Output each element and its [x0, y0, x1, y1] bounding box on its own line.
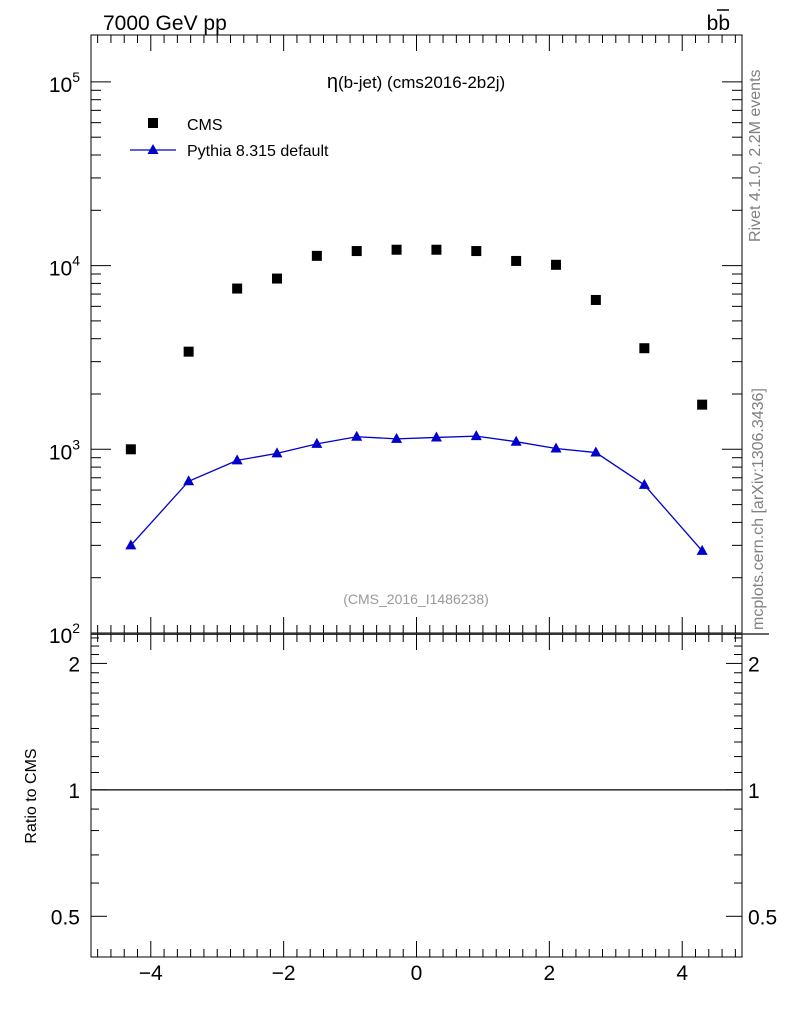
x-tick-label: −2: [272, 962, 296, 985]
pythia-point: [351, 430, 363, 441]
main-plot-ticks: [91, 35, 742, 634]
cms-point: [511, 255, 522, 266]
ratio-y-axis-label: Ratio to CMS: [23, 748, 40, 843]
pythia-point: [391, 432, 403, 443]
ratio-plot-frame: [90, 633, 743, 958]
main-y-tick-label: 103: [49, 436, 80, 464]
main-y-tick-label: 105: [49, 69, 80, 97]
ratio-y-tick-label-right: 2: [748, 653, 760, 676]
main-y-tick-label: 102: [49, 620, 80, 648]
ratio-y-tick-labels: 0.5 0.5 1 1 2 2: [51, 653, 777, 929]
side-label-source: mcplots.cern.ch [arXiv:1306.3436]: [750, 388, 767, 630]
pythia-point: [271, 447, 283, 458]
legend-pythia-label: Pythia 8.315 default: [187, 143, 329, 160]
x-tick-label: −4: [139, 962, 163, 985]
title-symbol: η: [327, 71, 338, 93]
cms-point: [590, 294, 601, 305]
legend-cms-marker: [148, 118, 158, 128]
pythia-point: [183, 475, 195, 486]
cms-point: [391, 244, 402, 255]
plot-title: η(b-jet) (cms2016-2b2j): [327, 71, 505, 93]
pythia-point: [430, 431, 442, 442]
ratio-plot-ticks: [91, 634, 742, 958]
ratio-y-tick-label-left: 1: [68, 780, 80, 803]
pythia-line: [130, 435, 703, 552]
cms-point: [183, 346, 194, 357]
pythia-point: [590, 446, 602, 457]
ratio-y-tick-label-left: 0.5: [51, 906, 80, 929]
x-tick-labels: −4 −2 0 2 4: [139, 962, 689, 985]
cms-point: [551, 259, 561, 270]
cms-point: [639, 343, 650, 354]
x-tick-label: 2: [544, 962, 556, 985]
pythia-point: [550, 442, 562, 453]
main-y-tick-labels: 102 103 104 105: [49, 69, 80, 648]
cms-point: [431, 244, 442, 255]
energy-label: 7000 GeV pp: [103, 12, 227, 35]
ratio-y-tick-label-right: 0.5: [748, 906, 777, 929]
legend-cms-label: CMS: [187, 117, 223, 134]
pythia-point: [638, 478, 650, 489]
ratio-y-tick-label-left: 2: [68, 653, 80, 676]
pythia-point: [231, 454, 243, 465]
ratio-plot-panel: 0.5 0.5 1 1 2 2 −4 −2 0 2 4 Ratio to CMS: [23, 633, 777, 985]
cms-point: [351, 246, 362, 257]
cms-point: [471, 246, 482, 257]
main-y-tick-label: 104: [49, 253, 80, 281]
title-text: (b-jet) (cms2016-2b2j): [338, 73, 505, 92]
cms-point: [125, 444, 136, 455]
ratio-y-tick-label-right: 1: [748, 780, 760, 803]
pythia-point: [311, 437, 323, 448]
pythia-point: [696, 544, 708, 555]
cms-point: [272, 273, 282, 284]
legend: CMS Pythia 8.315 default: [130, 117, 329, 160]
pythia-point: [125, 539, 137, 550]
x-tick-label: 0: [411, 962, 423, 985]
cms-point: [311, 250, 322, 261]
legend-pythia-marker: [147, 144, 159, 154]
cms-point: [697, 399, 708, 410]
x-tick-label: 4: [676, 962, 688, 985]
data-points: [125, 244, 708, 555]
cms-point: [232, 283, 243, 294]
main-plot-panel: 102 103 104 105 η(b-jet) (cms2016-2b2j) (CM…: [49, 34, 743, 648]
analysis-watermark: (CMS_2016_I1486238): [343, 591, 489, 607]
process-label: bb: [707, 12, 730, 35]
pythia-point: [510, 435, 522, 446]
pythia-series-line: [130, 435, 703, 552]
pythia-point: [470, 430, 482, 441]
side-label-rivet: Rivet 4.1.0, 2.2M events: [747, 69, 764, 242]
